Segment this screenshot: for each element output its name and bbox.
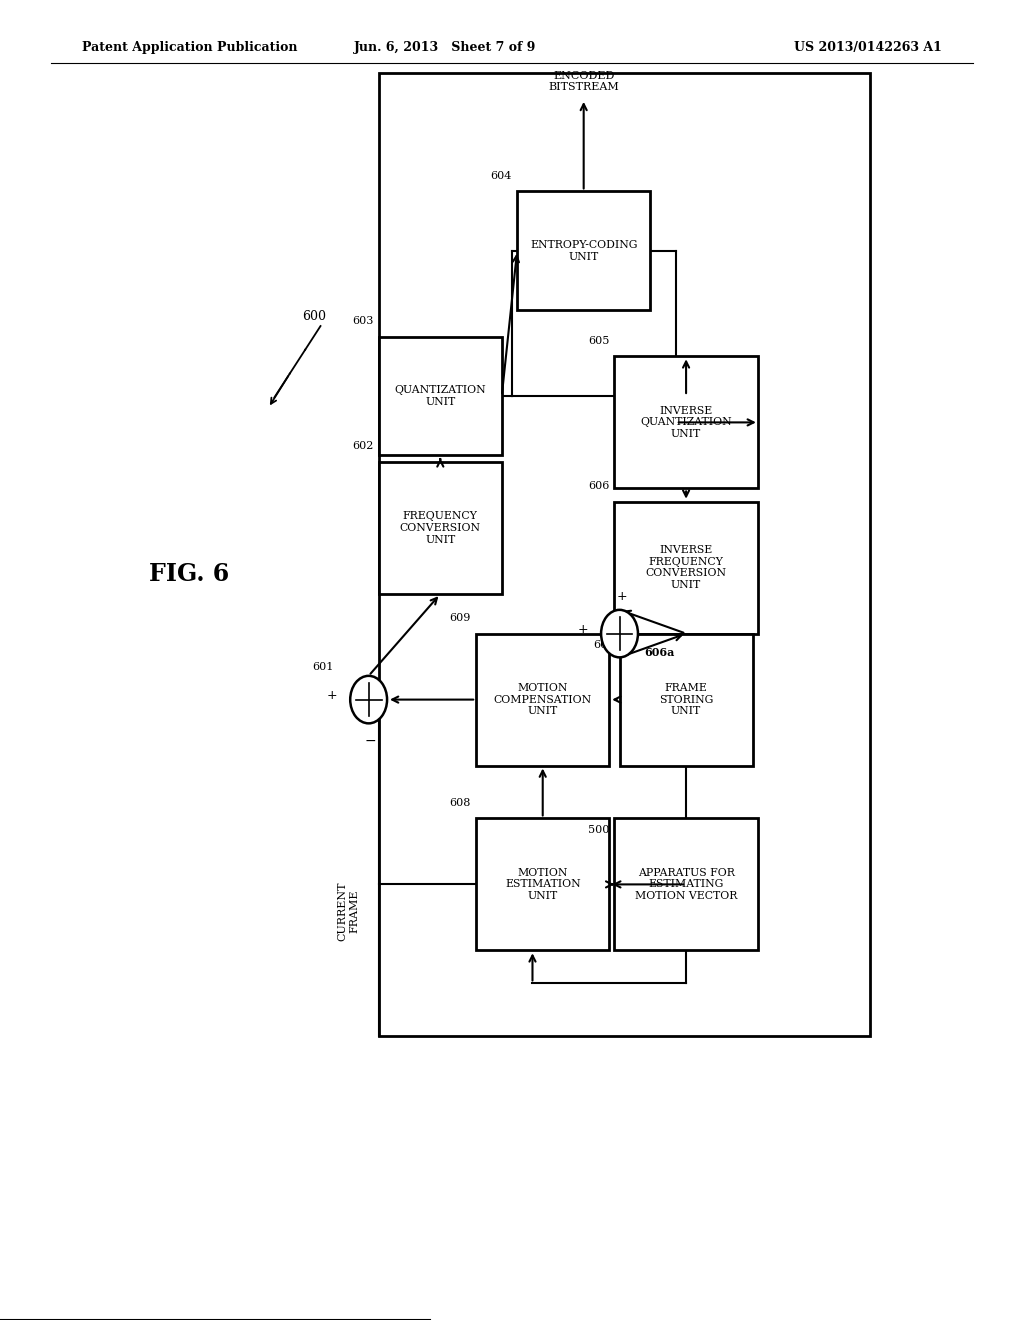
Text: FREQUENCY
CONVERSION
UNIT: FREQUENCY CONVERSION UNIT: [399, 511, 481, 545]
Text: 603: 603: [352, 315, 374, 326]
Text: 608: 608: [450, 797, 471, 808]
Text: +: +: [578, 623, 588, 636]
Text: MOTION
ESTIMATION
UNIT: MOTION ESTIMATION UNIT: [505, 867, 581, 902]
FancyBboxPatch shape: [614, 356, 758, 488]
Text: FIG. 6: FIG. 6: [150, 562, 229, 586]
FancyBboxPatch shape: [379, 337, 502, 455]
Text: US 2013/0142263 A1: US 2013/0142263 A1: [795, 41, 942, 54]
Text: 609: 609: [450, 612, 471, 623]
Text: FRAME
STORING
UNIT: FRAME STORING UNIT: [658, 682, 714, 717]
Text: 601: 601: [312, 661, 334, 672]
FancyBboxPatch shape: [620, 634, 753, 766]
Text: 500: 500: [588, 825, 609, 836]
Text: MOTION
COMPENSATION
UNIT: MOTION COMPENSATION UNIT: [494, 682, 592, 717]
Text: CURRENT
FRAME: CURRENT FRAME: [337, 880, 359, 941]
FancyBboxPatch shape: [614, 818, 758, 950]
FancyBboxPatch shape: [379, 462, 502, 594]
Text: 607: 607: [593, 640, 614, 651]
FancyBboxPatch shape: [476, 818, 609, 950]
Text: 606: 606: [588, 480, 609, 491]
Text: INVERSE
QUANTIZATION
UNIT: INVERSE QUANTIZATION UNIT: [640, 405, 732, 440]
FancyBboxPatch shape: [614, 502, 758, 634]
FancyBboxPatch shape: [517, 191, 650, 310]
Circle shape: [601, 610, 638, 657]
Text: 606a: 606a: [644, 647, 675, 657]
Text: APPARATUS FOR
ESTIMATING
MOTION VECTOR: APPARATUS FOR ESTIMATING MOTION VECTOR: [635, 867, 737, 902]
Text: Patent Application Publication: Patent Application Publication: [82, 41, 297, 54]
Circle shape: [350, 676, 387, 723]
Text: 602: 602: [352, 441, 374, 451]
Text: QUANTIZATION
UNIT: QUANTIZATION UNIT: [394, 385, 486, 407]
Text: −: −: [365, 734, 377, 748]
Text: 604: 604: [490, 170, 512, 181]
Text: +: +: [327, 689, 337, 702]
Text: 605: 605: [588, 335, 609, 346]
Text: ENTROPY-CODING
UNIT: ENTROPY-CODING UNIT: [530, 240, 637, 261]
FancyBboxPatch shape: [476, 634, 609, 766]
Text: Jun. 6, 2013   Sheet 7 of 9: Jun. 6, 2013 Sheet 7 of 9: [354, 41, 537, 54]
Text: 600: 600: [302, 310, 326, 323]
Text: ENCODED
BITSTREAM: ENCODED BITSTREAM: [548, 71, 620, 92]
Text: INVERSE
FREQUENCY
CONVERSION
UNIT: INVERSE FREQUENCY CONVERSION UNIT: [645, 545, 727, 590]
Text: +: +: [616, 590, 627, 603]
